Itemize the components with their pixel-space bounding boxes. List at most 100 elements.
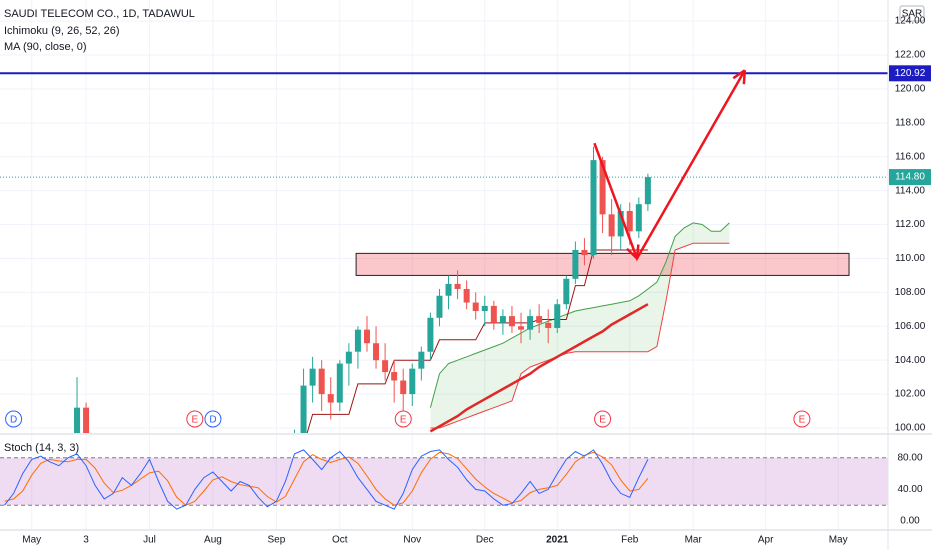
event-label: D [209,415,216,426]
price-pane [0,0,888,455]
event-label: E [191,415,198,426]
candle-body [282,440,288,445]
candle-body [418,351,425,369]
candle-body [626,210,633,232]
x-tick-label: Apr [758,535,774,546]
candle-body [382,360,389,373]
indicator-label: Ichimoku (9, 26, 52, 26) [4,25,120,37]
candle-body [518,326,525,330]
candle-body [391,372,398,381]
stoch-pane [0,435,888,530]
cloud-span-a [429,222,730,408]
stoch-d [4,451,649,506]
candle-body [336,363,343,403]
support-zone [355,252,850,276]
x-tick-label: 2021 [546,535,569,546]
y-tick-label: 108.00 [895,287,926,298]
candle-body [527,316,534,330]
candle-body [490,305,497,323]
candle-body [246,450,252,455]
event-label: E [599,415,606,426]
y-tick-label: 112.00 [895,219,925,230]
stoch-tick-label: 80.00 [897,452,922,463]
candle-body [409,368,416,395]
y-tick-label: 122.00 [895,50,926,61]
arrow-head [626,247,638,260]
candle-body [481,305,488,312]
y-tick-label: 120.00 [895,84,926,95]
candle-body [201,453,207,455]
event-badge [394,410,412,428]
candle-body [400,380,407,395]
candle-body [590,160,597,256]
candle-body [472,302,479,312]
candle-body [608,214,615,237]
candle-body [463,288,470,303]
y-tick-label: 118.00 [895,117,925,128]
candle-body [454,283,461,289]
candle-body [83,407,90,433]
x-tick-label: Aug [204,535,222,546]
cloud-fill [430,222,730,428]
candle-body [74,407,81,433]
candle-body [599,160,606,215]
candle-body [563,278,570,305]
candle-body [572,249,579,279]
candle-body [499,316,506,323]
level-label: 120.92 [895,68,926,79]
candle-body [309,368,316,386]
event-label: E [400,415,407,426]
event-badge [204,410,222,428]
candle-body [237,452,243,455]
indicator-line [306,249,648,433]
event-label: D [10,415,17,426]
y-tick-label: 102.00 [895,389,926,400]
event-badge [5,410,23,428]
y-tick-label: 114.00 [895,185,925,196]
x-tick-label: Nov [403,535,421,546]
candle-body [545,322,552,328]
candle-body [291,436,297,439]
candle-body [228,447,234,452]
candle-body [635,204,642,232]
candle-body [508,316,515,327]
stoch-tick-label: 40.00 [897,484,922,495]
candle-body [373,343,380,361]
indicator-line [429,303,649,433]
last-price-label: 114.80 [895,172,925,183]
x-tick-label: Sep [267,535,285,546]
candle-body [445,283,452,296]
stoch-k [4,449,649,510]
candle-body [554,304,561,328]
candle-body [617,210,624,237]
candle-body [644,177,651,205]
candle-body [427,317,434,352]
arrow-head [635,244,640,259]
event-badge [793,410,811,428]
x-tick-label: 3 [83,535,89,546]
arrow-head [732,69,746,80]
y-tick-label: 110.00 [895,253,925,264]
indicator-label: MA (90, close, 0) [4,41,87,53]
candle-body [327,394,334,403]
event-label: E [799,415,806,426]
y-tick-label: 104.00 [895,355,926,366]
candle-body [436,295,443,318]
y-tick-label: 116.00 [895,151,925,162]
x-tick-label: Dec [476,535,494,546]
stoch-band [0,457,888,506]
candle-body [300,385,307,433]
candle-body [219,447,225,450]
last-price-box [889,169,931,186]
candle-body [581,249,588,256]
currency[interactable]: SAR [902,9,923,20]
currency-box[interactable] [899,5,925,22]
stoch-tick-label: 0.00 [900,516,920,527]
candle-body [318,368,325,395]
stoch-label: Stoch (14, 3, 3) [4,442,79,454]
y-tick-label: 124.00 [895,16,926,27]
candle-body [264,443,270,446]
event-badge [594,410,612,428]
